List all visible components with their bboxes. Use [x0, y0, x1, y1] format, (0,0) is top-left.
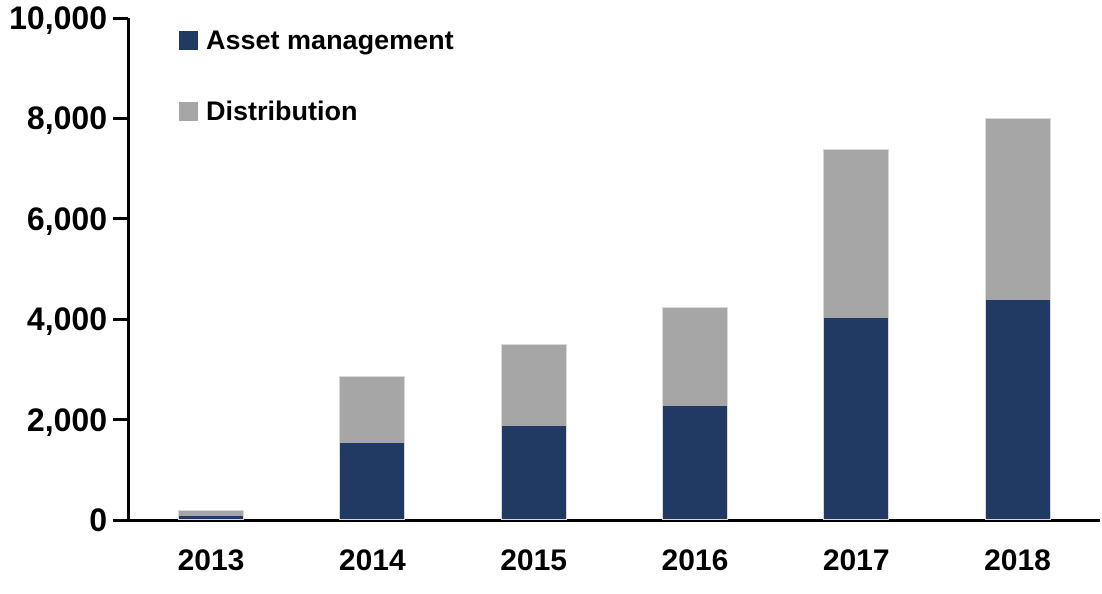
x-tick-label-2013: 2013 — [177, 544, 245, 577]
bar-segment-asset-management-2016 — [662, 403, 727, 519]
bar-2017 — [823, 148, 890, 520]
legend-swatch-asset-management-icon — [179, 31, 198, 50]
bar-segment-asset-management-2014 — [340, 441, 405, 519]
bar-2013 — [178, 509, 244, 520]
x-tick-label-2014: 2014 — [338, 544, 406, 577]
bar-segment-distribution-2016 — [662, 307, 727, 406]
legend-label-asset-management: Asset management — [206, 25, 454, 55]
legend-swatch-distribution-icon — [179, 102, 198, 121]
bar-segment-asset-management-2015 — [501, 423, 566, 519]
bar-segment-distribution-2017 — [824, 149, 889, 318]
y-tick-label: 8,000 — [26, 100, 107, 137]
legend-item-asset-management: Asset management — [179, 25, 454, 56]
y-tick-label: 0 — [89, 502, 107, 538]
y-tick-mark — [113, 418, 128, 422]
y-tick-label: 10,000 — [9, 0, 107, 36]
legend-item-distribution: Distribution — [179, 96, 357, 127]
y-tick-mark — [113, 518, 128, 522]
x-tick-label-2017: 2017 — [822, 544, 890, 577]
x-tick-label-2015: 2015 — [500, 544, 567, 577]
bar-segment-asset-management-2018 — [985, 298, 1050, 519]
bar-2014 — [339, 375, 406, 520]
y-tick-mark — [113, 217, 128, 221]
y-tick-mark — [113, 317, 128, 321]
bar-segment-distribution-2015 — [501, 345, 566, 426]
x-tick-label-2016: 2016 — [661, 544, 729, 577]
y-tick-label: 6,000 — [26, 200, 107, 237]
bar-segment-distribution-2013 — [179, 510, 243, 517]
bar-2018 — [984, 118, 1051, 520]
bar-2015 — [500, 344, 567, 520]
x-axis-line — [113, 518, 1100, 522]
legend-label-distribution: Distribution — [206, 96, 358, 126]
y-tick-label: 4,000 — [26, 301, 107, 338]
bar-segment-asset-management-2017 — [824, 315, 889, 519]
y-tick-mark — [113, 16, 128, 20]
bar-segment-distribution-2018 — [985, 119, 1050, 301]
bar-2016 — [661, 306, 728, 520]
y-tick-mark — [113, 116, 128, 120]
y-tick-label: 2,000 — [26, 401, 107, 438]
x-tick-label-2018: 2018 — [984, 544, 1051, 577]
bar-segment-distribution-2014 — [340, 376, 405, 444]
bar-segment-asset-management-2013 — [179, 514, 243, 519]
y-axis-line — [127, 18, 130, 522]
